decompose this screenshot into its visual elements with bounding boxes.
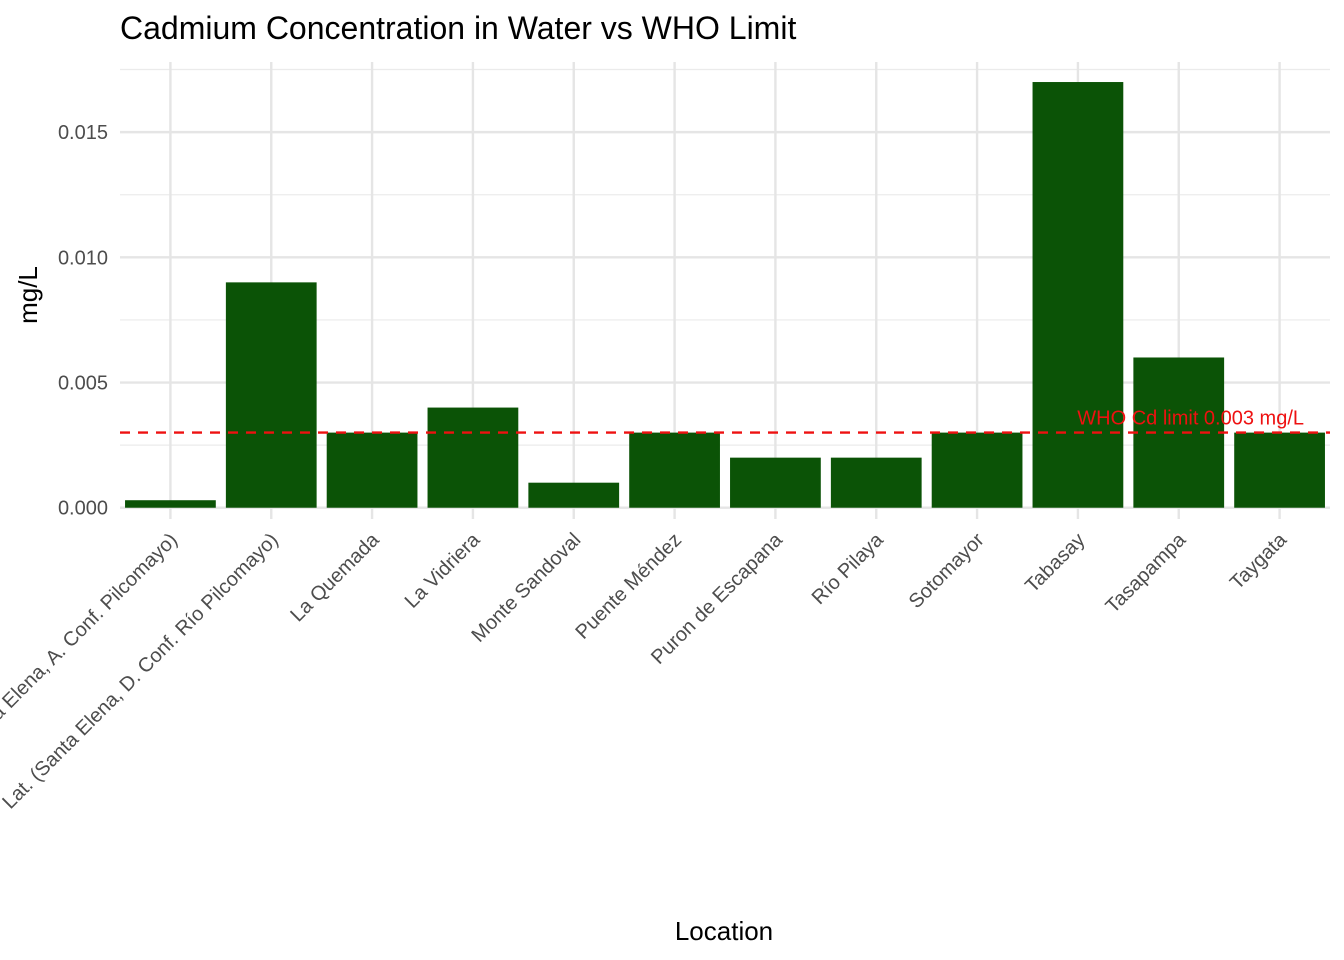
bar bbox=[1032, 82, 1124, 508]
x-tick-label: Monte Sandoval bbox=[468, 529, 586, 647]
bar bbox=[1234, 432, 1325, 508]
y-tick-label: 0.000 bbox=[58, 498, 108, 520]
x-tick-label: La Vidriera bbox=[401, 528, 485, 612]
bar bbox=[931, 432, 1023, 508]
y-tick-label: 0.005 bbox=[58, 373, 108, 395]
x-tick-label: Puente Méndez bbox=[571, 529, 686, 644]
x-tick-label: La Quemada bbox=[286, 528, 384, 626]
x-tick-label: Tabasay bbox=[1021, 529, 1089, 597]
bar bbox=[125, 500, 216, 508]
bar bbox=[730, 457, 821, 508]
y-axis-title: mg/L bbox=[13, 266, 43, 324]
bars bbox=[125, 82, 1325, 508]
x-axis-title: Location bbox=[675, 916, 773, 946]
x-tick-label: Sotomayor bbox=[905, 529, 989, 613]
reference-line-group: WHO Cd limit 0.003 mg/L bbox=[120, 408, 1330, 434]
chart-title: Cadmium Concentration in Water vs WHO Li… bbox=[120, 10, 796, 46]
y-tick-label: 0.010 bbox=[58, 247, 108, 269]
x-tick-label: Taygata bbox=[1226, 528, 1292, 594]
bar bbox=[830, 457, 922, 508]
y-tick-label: 0.015 bbox=[58, 122, 108, 144]
x-tick-label: Tasapampa bbox=[1102, 528, 1191, 617]
reference-line-label: WHO Cd limit 0.003 mg/L bbox=[1077, 408, 1304, 430]
bar bbox=[528, 482, 620, 508]
y-axis-ticks: 0.000 0.005 0.010 0.015 bbox=[58, 122, 108, 520]
x-axis-ticks: Lat. (Santa Elena, A. Conf. Pilcomayo)La… bbox=[0, 528, 1292, 813]
bar bbox=[326, 432, 418, 508]
bar bbox=[225, 282, 317, 508]
bar bbox=[629, 432, 720, 508]
bar bbox=[427, 407, 519, 508]
x-tick-label: Río Pilaya bbox=[808, 528, 889, 609]
